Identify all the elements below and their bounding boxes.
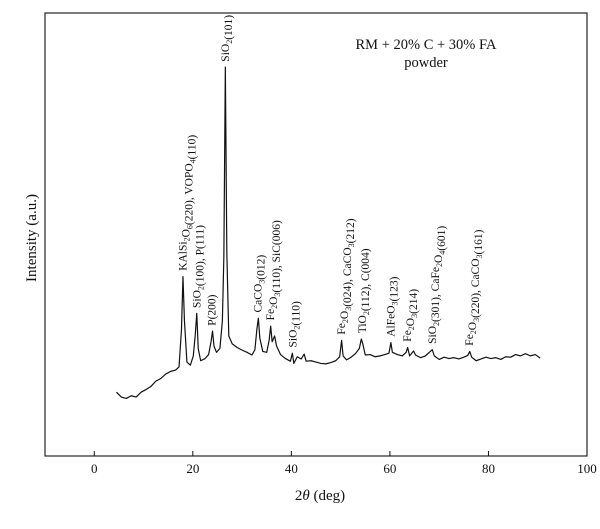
- peak-label-subscript: 6: [186, 225, 195, 229]
- series-group: [116, 66, 541, 400]
- peak-label-part: (101): [223, 15, 235, 40]
- peak-label-subscript: 2: [432, 322, 441, 326]
- peak-label-subscript: 2: [270, 305, 279, 309]
- peak-label-subscript: 2: [469, 330, 478, 334]
- peak-label-part: (301), CaFe: [430, 267, 442, 322]
- peak-label-part: (220), CaCO: [470, 258, 482, 317]
- peak-label-part: (212): [345, 218, 357, 243]
- peak-label-part: TiO: [357, 315, 369, 333]
- peak-label-subscript: 3: [257, 280, 266, 284]
- peak-label-subscript: 2: [196, 286, 205, 290]
- peak-label: Fe2O3(214): [402, 289, 420, 342]
- peak-label-part: P(200): [207, 294, 219, 325]
- peak-label-subscript: 3: [390, 301, 399, 305]
- peak-label-part: SiO: [287, 330, 299, 348]
- peak-label-part: Fe: [336, 323, 348, 335]
- x-tick-label: 80: [482, 461, 495, 476]
- peak-label-part: O: [181, 229, 193, 237]
- x-axis-label: 2θ (deg): [295, 488, 345, 504]
- x-tick-label: 60: [383, 461, 396, 476]
- peak-label: Fe2O3(024), CaCO3(212): [336, 218, 357, 334]
- peak-label-subscript: 3: [475, 254, 484, 258]
- plot-frame: [44, 12, 588, 457]
- x-axis-label-theta: θ: [302, 488, 310, 504]
- peak-label-part: SiO: [220, 44, 232, 62]
- peak-label-part: CaCO: [252, 284, 264, 313]
- peak-label-subscript: 2: [435, 263, 444, 267]
- peak-label: KAlSi2O6(220), VOPO4(110): [178, 135, 199, 271]
- peak-label-subscript: 3: [347, 243, 356, 247]
- peak-label-part: Fe: [464, 334, 476, 346]
- peak-label-part: (123): [388, 276, 400, 301]
- peak-label-part: Fe: [402, 330, 414, 342]
- peak-label-part: O: [467, 322, 479, 330]
- peak-label: Fe2O3(220), CaCO3(161): [464, 229, 485, 345]
- peak-label-part: O: [433, 255, 445, 263]
- peak-label-part: KAlSi: [178, 241, 190, 270]
- peak-label-subscript: 4: [189, 159, 198, 163]
- peak-label-part: SiO: [191, 290, 203, 308]
- peak-label-part: (161): [473, 229, 485, 254]
- peak-label-part: (012): [255, 255, 267, 280]
- peak-label-subscript: 2: [362, 311, 371, 315]
- x-axis-label-pre: 2: [295, 488, 303, 504]
- peak-label-part: (110): [187, 135, 199, 160]
- peak-label: Fe2O3(110), SiC(006): [265, 220, 283, 320]
- peak-label-part: (112), C(004): [360, 248, 372, 311]
- chart-title-line-2: powder: [404, 55, 448, 71]
- peak-label: SiO2(110): [287, 301, 302, 348]
- peak-label-subscript: 2: [225, 40, 234, 44]
- peak-label: SiO2(101): [220, 15, 235, 62]
- peak-label-part: O: [268, 297, 280, 305]
- x-tick-label: 100: [577, 461, 597, 476]
- peak-label-part: (601): [436, 226, 448, 251]
- peak-annotations: KAlSi2O6(220), VOPO4(110)SiO2(100), P(11…: [178, 15, 486, 348]
- peak-label: P(200): [207, 294, 219, 325]
- peak-label-part: Fe: [265, 309, 277, 321]
- peak-label-subscript: 2: [341, 319, 350, 323]
- peak-label-part: (110): [290, 301, 302, 326]
- peak-label-subscript: 2: [183, 237, 192, 241]
- x-tick-label: 0: [91, 461, 98, 476]
- axes: 0 20 40 60 80 100: [44, 12, 597, 476]
- peak-label-subscript: 3: [410, 314, 419, 318]
- peak-label-subscript: 4: [438, 251, 447, 255]
- peak-label: SiO2(100), P(111): [191, 225, 206, 308]
- peak-label-subscript: 3: [344, 307, 353, 311]
- xrd-pattern-line: [116, 66, 541, 400]
- peak-label-subscript: 3: [273, 293, 282, 297]
- peak-label-part: SiO: [427, 326, 439, 344]
- peak-label: SiO2(301), CaFe2O4(601): [427, 226, 448, 344]
- peak-label-part: (110), SiC(006): [271, 220, 283, 293]
- x-axis-label-post: (deg): [310, 488, 345, 504]
- y-axis-label: Intensity (a.u.): [24, 194, 40, 282]
- peak-label: TiO2(112), C(004): [357, 248, 372, 333]
- peak-label-subscript: 3: [472, 318, 481, 322]
- peak-label-part: AlFeO: [385, 305, 397, 336]
- x-tick-label: 40: [285, 461, 298, 476]
- peak-label-part: O: [405, 318, 417, 326]
- peak-label-part: (220), VOPO: [184, 163, 196, 225]
- peak-label-subscript: 2: [407, 326, 416, 330]
- peak-label: AlFeO3(123): [385, 276, 400, 336]
- peak-label-part: (100), P(111): [194, 225, 206, 286]
- x-tick-label: 20: [186, 461, 199, 476]
- peak-label-part: (214): [408, 289, 420, 314]
- peak-label: CaCO3(012): [252, 255, 267, 313]
- chart-title-line-1: RM + 20% C + 30% FA: [356, 37, 497, 53]
- peak-label-subscript: 2: [292, 326, 301, 330]
- peak-label-part: O: [339, 311, 351, 319]
- peak-label-part: (024), CaCO: [342, 247, 354, 306]
